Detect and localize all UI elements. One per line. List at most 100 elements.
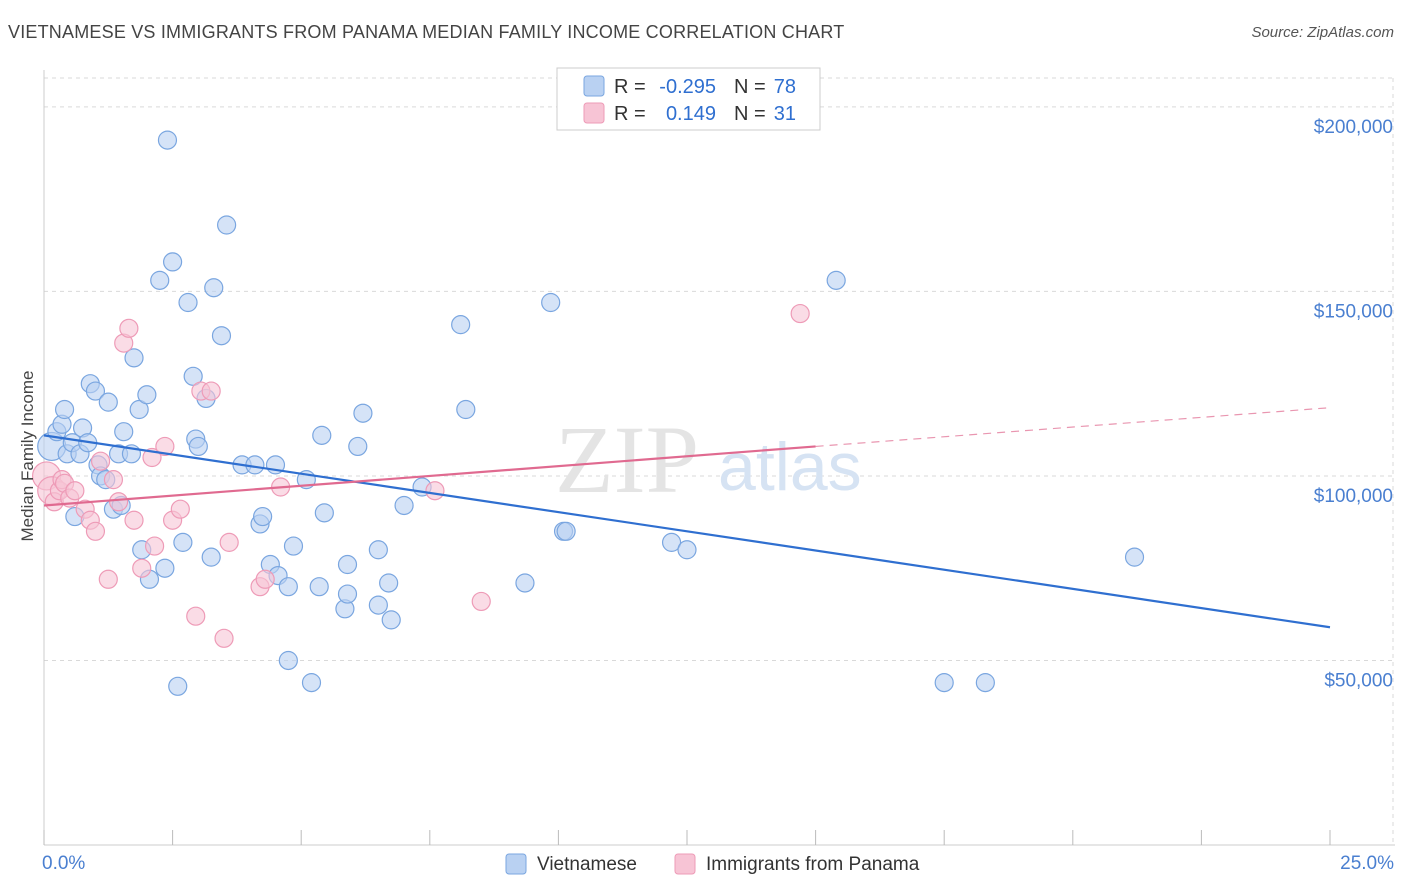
y-tick-label-2: $150,000 [1314, 301, 1393, 322]
vietnamese-point-3 [54, 399, 75, 420]
vietnamese-point-27 [155, 558, 175, 578]
vietnamese-point-39 [211, 326, 232, 346]
panama-point-17 [124, 510, 144, 530]
panama-point-30 [255, 569, 275, 589]
panama-point-24 [186, 606, 206, 626]
y-tick-label-1: $100,000 [1314, 486, 1393, 507]
panama-point-10 [85, 521, 106, 541]
vietnamese-point-24 [137, 385, 157, 405]
legend-swatch-panama [583, 102, 605, 124]
chart-title: VIETNAMESE VS IMMIGRANTS FROM PANAMA MED… [8, 22, 845, 42]
legend-n-value-1: 78 [774, 76, 796, 98]
panama-point-26 [201, 381, 221, 401]
panama-point-23 [170, 499, 190, 519]
vietnamese-point-67 [451, 315, 471, 335]
vietnamese-point-53 [309, 577, 329, 597]
vietnamese-point-57 [337, 554, 358, 575]
y-tick-labels: $50,000 $100,000 $150,000 $200,000 [1314, 117, 1393, 692]
panama-point-33 [471, 591, 491, 612]
vietnamese-point-75 [826, 270, 846, 290]
y-tick-label-0: $50,000 [1324, 670, 1393, 691]
vietnamese-point-38 [204, 278, 224, 298]
legend-r-label-1: R = [614, 76, 646, 98]
legend-r-value-1: -0.295 [659, 76, 716, 98]
panama-point-13 [103, 470, 124, 490]
vietnamese-point-15 [98, 392, 118, 412]
vietnamese-point-35 [188, 436, 208, 457]
vietnamese-point-74 [677, 540, 697, 560]
panama-point-16 [119, 318, 139, 338]
vietnamese-point-52 [301, 673, 322, 693]
vietnamese-point-22 [129, 399, 149, 420]
legend-n-label-2: N = [734, 103, 766, 125]
panama-point-34 [790, 303, 810, 324]
bottom-legend-label-panama: Immigrants from Panama [706, 854, 920, 875]
panama-point-11 [90, 451, 111, 471]
vietnamese-point-11 [85, 381, 106, 401]
vietnamese-point-49 [278, 650, 298, 671]
x-tick-label-min: 0.0% [42, 853, 85, 874]
vietnamese-point-32 [178, 292, 198, 313]
source-credit: Source: ZipAtlas.com [1251, 24, 1394, 41]
vietnamese-point-63 [379, 573, 399, 593]
panama-point-12 [98, 569, 118, 589]
legend-r-label-2: R = [614, 103, 646, 125]
vietnamese-point-60 [353, 403, 373, 423]
legend-n-label-1: N = [734, 76, 766, 98]
panama-point-32 [425, 481, 445, 501]
vietnamese-point-54 [312, 425, 332, 445]
vietnamese-point-26 [150, 270, 170, 290]
watermark-zip: ZIP [555, 406, 699, 513]
bottom-legend-swatch-panama [674, 853, 696, 875]
vietnamese-point-40 [217, 215, 237, 235]
trend-line-panama [43, 445, 816, 507]
legend-n-value-2: 31 [774, 103, 796, 125]
bottom-legend-swatch-vietnamese [505, 853, 527, 875]
panama-point-21 [155, 436, 175, 457]
panama-point-14 [108, 492, 129, 512]
vietnamese-point-70 [541, 292, 561, 313]
panama-point-18 [132, 558, 152, 578]
vietnamese-point-61 [368, 540, 388, 560]
vietnamese-point-58 [337, 584, 358, 604]
vietnamese-point-37 [201, 547, 221, 567]
legend-swatch-vietnamese [583, 75, 605, 97]
panama-point-7 [65, 481, 85, 501]
trend-line-panama-extension [815, 407, 1331, 448]
vietnamese-point-77 [975, 673, 995, 693]
series-panama-points [31, 303, 810, 648]
vietnamese-point-64 [381, 610, 401, 630]
vietnamese-point-62 [368, 595, 388, 615]
vietnamese-point-30 [168, 676, 188, 696]
vietnamese-point-73 [661, 532, 682, 552]
vietnamese-point-55 [314, 503, 334, 523]
bottom-legend-label-vietnamese: Vietnamese [537, 854, 637, 875]
vietnamese-point-78 [1124, 547, 1145, 567]
panama-point-20 [144, 536, 165, 556]
vietnamese-point-65 [394, 495, 414, 516]
stats-legend: R = -0.295 N = 78 R = 0.149 N = 31 [556, 67, 821, 131]
vietnamese-point-19 [114, 422, 134, 442]
vietnamese-point-50 [283, 536, 304, 556]
legend-r-value-2: 0.149 [666, 103, 716, 125]
vietnamese-point-28 [157, 130, 178, 150]
vietnamese-point-21 [124, 348, 144, 368]
x-tick-label-max: 25.0% [1340, 853, 1394, 874]
trend-line-vietnamese [43, 434, 1331, 629]
vietnamese-point-48 [278, 577, 298, 597]
panama-point-28 [219, 532, 239, 552]
y-axis-title: Median Family Income [18, 370, 37, 541]
vietnamese-point-68 [456, 399, 476, 420]
series-legend: Vietnamese Immigrants from Panama [505, 853, 920, 875]
vietnamese-point-76 [934, 673, 954, 693]
panama-point-27 [214, 628, 234, 648]
trend-lines [43, 407, 1331, 629]
vietnamese-point-72 [556, 521, 576, 541]
vietnamese-point-44 [253, 506, 273, 527]
vietnamese-point-69 [515, 573, 535, 593]
watermark-atlas: atlas [718, 429, 862, 505]
vietnamese-point-29 [163, 252, 183, 272]
y-tick-label-3: $200,000 [1314, 117, 1393, 138]
watermark: ZIP atlas [555, 406, 862, 513]
